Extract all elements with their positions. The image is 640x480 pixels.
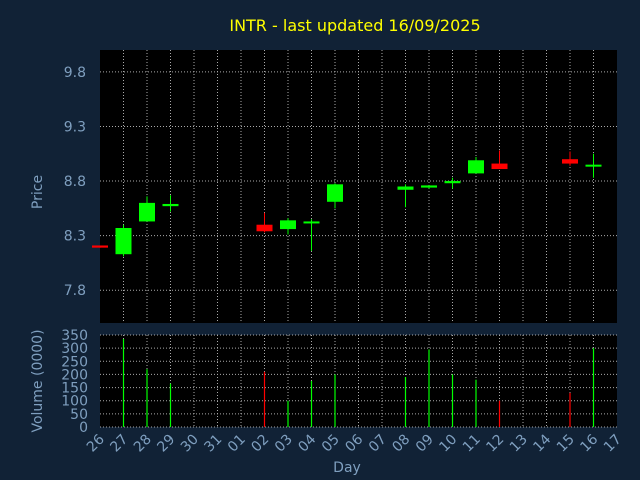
candle-body (115, 227, 132, 255)
chart-title: INTR - last updated 16/09/2025 (229, 16, 480, 35)
candle-body (491, 163, 508, 170)
x-tick-label: 07 (366, 432, 390, 456)
x-tick-label: 31 (201, 432, 225, 456)
price-tick-label: 9.8 (64, 65, 86, 81)
price-tick-label: 9.3 (64, 119, 86, 135)
candle-26 (92, 245, 108, 248)
volume-tick-label: 150 (61, 381, 88, 397)
candle-body (162, 203, 179, 207)
x-tick-label: 13 (507, 432, 531, 456)
price-axis-label: Price (30, 175, 46, 209)
candle-16 (585, 153, 602, 178)
candle-09 (421, 185, 437, 189)
candle-02 (256, 212, 273, 233)
candle-body (327, 184, 343, 202)
price-panel: 7.8 8.3 8.8 9.3 9.8 (64, 50, 617, 323)
x-tick-label: 16 (577, 431, 601, 455)
x-tick-label: 10 (436, 432, 460, 456)
x-tick-labels: 26 27 28 29 30 31 01 02 03 04 05 06 07 08 09 10 11 12 13 14… (84, 431, 625, 455)
candle-27 (115, 224, 132, 257)
x-tick-label: 08 (389, 432, 413, 456)
x-tick-label: 01 (225, 432, 249, 456)
x-tick-label: 29 (154, 432, 178, 456)
candle-05 (327, 183, 343, 209)
x-tick-label: 15 (554, 432, 578, 456)
candle-body (468, 160, 484, 174)
candle-body (280, 220, 296, 230)
candle-04 (303, 219, 320, 251)
volume-tick-label: 100 (61, 394, 88, 410)
candle-12 (491, 150, 508, 170)
x-tick-label: 12 (483, 432, 507, 456)
candle-03 (280, 218, 296, 235)
candle-28 (139, 196, 155, 222)
volume-tick-label: 0 (79, 420, 88, 436)
candle-body (139, 202, 155, 222)
x-tick-label: 04 (295, 431, 319, 455)
x-tick-label: 09 (413, 432, 437, 456)
x-tick-label: 02 (248, 432, 272, 456)
candle-11 (468, 157, 484, 174)
candle-29 (162, 195, 179, 212)
x-tick-label: 06 (342, 431, 366, 455)
volume-tick-label: 300 (61, 341, 88, 357)
candle-10 (444, 177, 461, 189)
candle-body (585, 164, 602, 167)
x-tick-label: 27 (107, 432, 131, 456)
candle-15 (562, 151, 578, 166)
x-tick-label: 14 (530, 431, 554, 455)
candle-body (303, 221, 320, 224)
candle-body (562, 159, 578, 164)
price-tick-label: 8.8 (64, 174, 86, 190)
x-axis-label: Day (333, 460, 361, 476)
x-tick-label: 05 (319, 432, 343, 456)
candle-body (444, 181, 461, 184)
x-tick-label: 28 (131, 432, 155, 456)
candle-08 (397, 184, 414, 208)
volume-tick-label: 200 (61, 367, 88, 383)
volume-axis-label: Volume (0000) (30, 329, 46, 432)
x-tick-label: 17 (601, 432, 625, 456)
price-plot-area (100, 50, 617, 323)
price-tick-label: 8.3 (64, 229, 86, 245)
x-tick-label: 11 (460, 432, 484, 456)
x-tick-label: 30 (178, 432, 202, 456)
volume-tick-label: 50 (70, 407, 88, 423)
candle-body (421, 185, 437, 188)
candle-body (256, 224, 273, 232)
volume-tick-label: 350 (61, 328, 88, 344)
x-tick-label: 03 (272, 432, 296, 456)
price-tick-label: 7.8 (64, 283, 86, 299)
candle-body (92, 245, 108, 248)
volume-tick-label: 250 (61, 354, 88, 370)
candle-body (397, 186, 414, 190)
